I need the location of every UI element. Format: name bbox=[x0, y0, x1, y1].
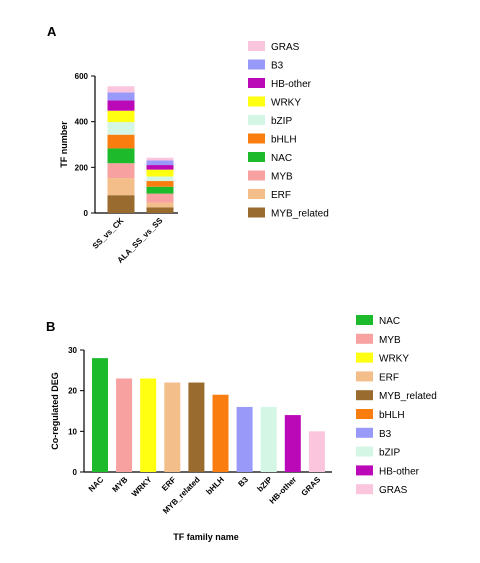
legend-label: HB-other bbox=[271, 79, 312, 90]
bar-segment-b3 bbox=[107, 92, 135, 101]
legend-swatch-b3 bbox=[248, 59, 265, 70]
legend-label: ERF bbox=[271, 190, 291, 201]
legend-swatch-hb-other bbox=[248, 78, 265, 88]
x-tick-label: bZIP bbox=[255, 475, 274, 494]
bar-segment-bzip bbox=[146, 176, 174, 182]
legend-swatch-bhlh bbox=[248, 133, 265, 144]
bar-hb-other bbox=[284, 415, 301, 472]
legend-swatch-bhlh bbox=[356, 409, 373, 419]
legend-swatch-gras bbox=[248, 41, 265, 51]
bar-segment-myb bbox=[107, 163, 135, 179]
bar-segment-nac bbox=[146, 186, 174, 194]
bar-b3 bbox=[236, 406, 253, 472]
legend-a: GRAS B3 HB-other WRKY bZIP bHLH NAC MYB ERF MYB_r… bbox=[248, 41, 329, 220]
bar-segment-myb-related bbox=[146, 207, 174, 213]
legend-label: MYB_related bbox=[379, 391, 437, 402]
legend-b: NAC MYB WRKY ERF MYB_related bHLH B3 bZIP HB-oth… bbox=[356, 315, 437, 496]
bar-segment-gras bbox=[107, 86, 135, 93]
x-axis-title: TF family name bbox=[173, 532, 239, 542]
legend-label: NAC bbox=[271, 153, 292, 164]
y-tick-label: 0 bbox=[84, 209, 89, 218]
legend-swatch-bzip bbox=[356, 446, 373, 457]
bar-erf bbox=[164, 382, 181, 472]
bar-segment-hb-other bbox=[107, 100, 135, 111]
legend-label: MYB_related bbox=[271, 209, 329, 220]
legend-swatch-b3 bbox=[356, 427, 373, 438]
legend-label: B3 bbox=[271, 61, 284, 72]
legend-label: MYB bbox=[379, 335, 401, 346]
legend-swatch-erf bbox=[356, 371, 373, 382]
x-tick-label: ERF bbox=[160, 475, 178, 493]
bar-segment-b3 bbox=[146, 160, 174, 166]
x-tick-label: bHLH bbox=[204, 475, 226, 497]
x-tick-label: B3 bbox=[236, 475, 250, 489]
y-tick-label: 10 bbox=[68, 427, 77, 436]
legend-label: GRAS bbox=[379, 485, 408, 496]
legend-label: bZIP bbox=[271, 116, 292, 127]
bar-bhlh bbox=[212, 394, 229, 472]
legend-swatch-gras bbox=[356, 484, 373, 495]
bar-segment-gras bbox=[146, 157, 174, 161]
y-tick-label: 30 bbox=[68, 346, 77, 355]
legend-label: bHLH bbox=[379, 410, 405, 421]
bar-segment-wrky bbox=[146, 169, 174, 177]
legend-label: MYB bbox=[271, 172, 293, 183]
legend-swatch-hb-other bbox=[356, 465, 373, 476]
bar-segment-bhlh bbox=[107, 134, 135, 149]
y-tick-label: 400 bbox=[75, 118, 89, 127]
legend-swatch-nac bbox=[356, 315, 373, 325]
panel-a-label: A bbox=[47, 24, 57, 39]
legend-swatch-wrky bbox=[248, 96, 265, 107]
legend-swatch-myb bbox=[248, 170, 265, 181]
bar-myb-related bbox=[188, 382, 205, 472]
legend-label: WRKY bbox=[271, 98, 301, 109]
y-axis-title: Co-regulated DEG bbox=[50, 372, 60, 450]
y-tick-label: 20 bbox=[68, 387, 77, 396]
legend-label: bZIP bbox=[379, 448, 400, 459]
bar-segment-bzip bbox=[107, 122, 135, 135]
x-tick-label: SS_vs_CK bbox=[91, 216, 126, 251]
legend-label: ERF bbox=[379, 372, 399, 383]
panel-b-label: B bbox=[46, 319, 55, 334]
legend-label: NAC bbox=[379, 316, 400, 327]
y-tick-label: 600 bbox=[75, 72, 89, 81]
x-tick-label: WRKY bbox=[130, 475, 154, 499]
y-tick-label: 200 bbox=[75, 163, 89, 172]
y-axis-title: TF number bbox=[59, 121, 69, 168]
bar-segment-myb bbox=[146, 193, 174, 203]
legend-label: B3 bbox=[379, 429, 392, 440]
legend-label: HB-other bbox=[379, 466, 420, 477]
bar-wrky bbox=[140, 378, 157, 472]
bar-nac bbox=[92, 358, 108, 472]
bar-segment-erf bbox=[107, 178, 135, 196]
bar-segment-wrky bbox=[107, 110, 135, 123]
bar-segment-myb-related bbox=[107, 195, 135, 213]
legend-swatch-myb-related bbox=[248, 207, 265, 218]
bar-segment-nac bbox=[107, 148, 135, 164]
bar-segment-erf bbox=[146, 202, 174, 208]
legend-swatch-myb-related bbox=[356, 390, 373, 401]
legend-swatch-erf bbox=[248, 189, 265, 199]
x-tick-label: MYB bbox=[111, 475, 130, 494]
bar-segment-bhlh bbox=[146, 181, 174, 187]
bar-bzip bbox=[260, 406, 277, 472]
x-tick-label: NAC bbox=[87, 475, 106, 494]
bar-myb bbox=[116, 378, 133, 472]
bar-gras bbox=[308, 431, 325, 472]
legend-swatch-nac bbox=[248, 152, 265, 162]
legend-label: GRAS bbox=[271, 42, 300, 53]
legend-swatch-wrky bbox=[356, 352, 373, 363]
legend-label: WRKY bbox=[379, 354, 409, 365]
y-tick-label: 0 bbox=[73, 468, 78, 477]
bar-segment-hb-other bbox=[146, 165, 174, 170]
legend-swatch-bzip bbox=[248, 115, 265, 125]
legend-swatch-myb bbox=[356, 333, 373, 344]
x-tick-label: GRAS bbox=[300, 475, 323, 498]
legend-label: bHLH bbox=[271, 135, 297, 146]
